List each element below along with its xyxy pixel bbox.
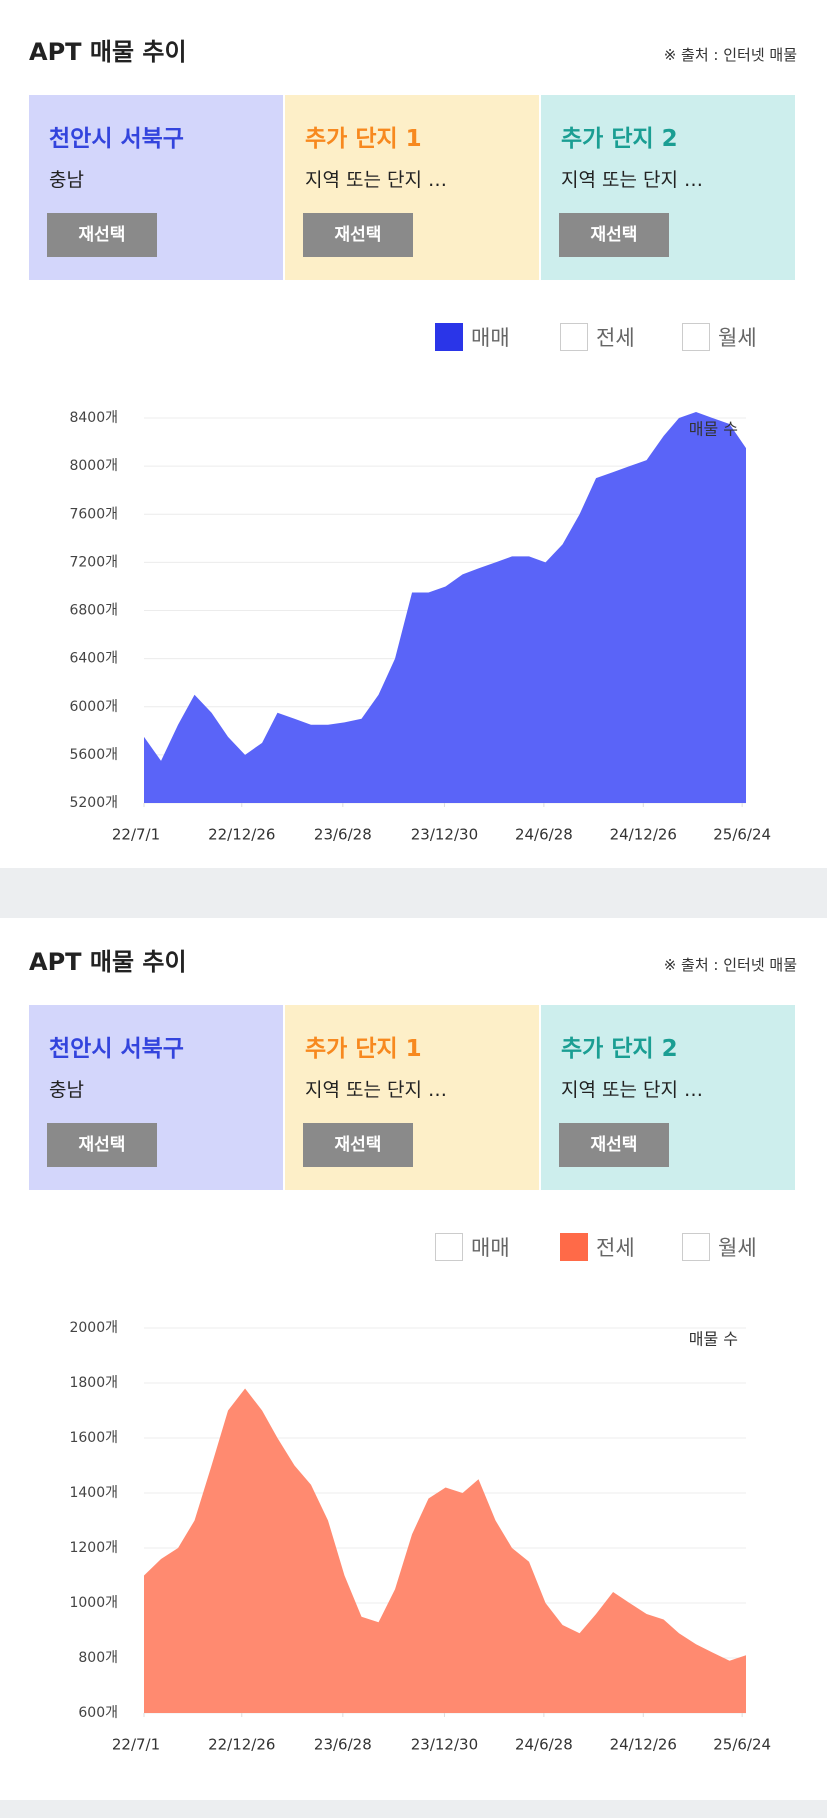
panel-subtitle: 지역 또는 단지 … — [561, 169, 703, 191]
y-tick-label: 1800개 — [69, 1375, 118, 1391]
x-tick-label: 24/12/26 — [610, 826, 677, 844]
x-tick-label: 22/12/26 — [208, 826, 275, 844]
area — [144, 1388, 746, 1713]
panel-title: 추가 단지 2 — [561, 1036, 678, 1062]
y-tick-label: 1000개 — [69, 1595, 118, 1611]
legend-label: 매매 — [471, 326, 510, 350]
y-tick-label: 6800개 — [69, 603, 118, 619]
source-note: ※ 출처 : 인터넷 매물 — [663, 46, 797, 64]
checkbox[interactable] — [682, 1233, 710, 1261]
y-tick-label: 1400개 — [69, 1485, 118, 1501]
y-tick-label: 6000개 — [69, 699, 118, 715]
y-tick-label: 1200개 — [69, 1540, 118, 1556]
section-title: APT 매물 추이 — [29, 38, 187, 66]
series-label: 매물 수 — [689, 1330, 738, 1349]
legend-option[interactable]: 전세 — [560, 322, 635, 352]
x-tick-label: 24/12/26 — [610, 1736, 677, 1754]
legend-option[interactable]: 매매 — [435, 322, 510, 352]
x-tick-label: 22/7/1 — [112, 826, 160, 844]
x-tick-label: 22/12/26 — [208, 1736, 275, 1754]
y-tick-label: 8400개 — [69, 410, 118, 426]
reselect-button[interactable]: 재선택 — [303, 213, 413, 257]
region-panel: 추가 단지 1 지역 또는 단지 … 재선택 — [285, 95, 539, 280]
y-tick-label: 5200개 — [69, 795, 118, 811]
legend-label: 전세 — [596, 1236, 635, 1260]
x-tick-label: 25/6/24 — [713, 826, 771, 844]
panel-subtitle: 충남 — [49, 1079, 84, 1101]
legend-label: 전세 — [596, 326, 635, 350]
legend-label: 월세 — [718, 326, 757, 350]
x-tick-label: 23/6/28 — [314, 1736, 372, 1754]
y-tick-label: 800개 — [78, 1650, 118, 1666]
x-tick-label: 24/6/28 — [515, 826, 573, 844]
y-tick-label: 7600개 — [69, 506, 118, 522]
panel-subtitle: 지역 또는 단지 … — [305, 169, 447, 191]
chart: 5200개 5600개 6000개 6400개 6800개 7200개 7600개 8000개… — [69, 410, 771, 844]
separator — [0, 868, 827, 918]
x-tick-label: 24/6/28 — [515, 1736, 573, 1754]
y-tick-label: 5600개 — [69, 747, 118, 763]
y-tick-label: 2000개 — [69, 1320, 118, 1336]
x-tick-label: 23/6/28 — [314, 826, 372, 844]
series-label: 매물 수 — [689, 420, 738, 439]
panel-title: 추가 단지 2 — [561, 126, 678, 152]
chart: 600개 800개 1000개 1200개 1400개 1600개 1800개 2000개 22… — [69, 1320, 771, 1754]
x-tick-label: 23/12/30 — [411, 826, 478, 844]
panel-title: 추가 단지 1 — [305, 126, 422, 152]
reselect-button[interactable]: 재선택 — [303, 1123, 413, 1167]
panel-title: 천안시 서북구 — [49, 126, 184, 152]
checkbox[interactable] — [560, 1233, 588, 1261]
region-panel: 추가 단지 2 지역 또는 단지 … 재선택 — [541, 1005, 795, 1190]
legend-option[interactable]: 월세 — [682, 1232, 757, 1262]
y-tick-label: 7200개 — [69, 554, 118, 570]
legend-label: 월세 — [718, 1236, 757, 1260]
legend-option[interactable]: 매매 — [435, 1232, 510, 1262]
checkbox[interactable] — [560, 323, 588, 351]
area — [144, 411, 746, 803]
reselect-button[interactable]: 재선택 — [559, 1123, 669, 1167]
legend-option[interactable]: 전세 — [560, 1232, 635, 1262]
y-tick-label: 6400개 — [69, 651, 118, 667]
reselect-button[interactable]: 재선택 — [47, 1123, 157, 1167]
section-title: APT 매물 추이 — [29, 948, 187, 976]
y-tick-label: 600개 — [78, 1705, 118, 1721]
legend-option[interactable]: 월세 — [682, 322, 757, 352]
panel-subtitle: 지역 또는 단지 … — [561, 1079, 703, 1101]
x-tick-label: 23/12/30 — [411, 1736, 478, 1754]
checkbox[interactable] — [435, 323, 463, 351]
region-panel: 추가 단지 2 지역 또는 단지 … 재선택 — [541, 95, 795, 280]
y-tick-label: 1600개 — [69, 1430, 118, 1446]
separator — [0, 1800, 827, 1818]
x-tick-label: 22/7/1 — [112, 1736, 160, 1754]
panel-title: 추가 단지 1 — [305, 1036, 422, 1062]
section: APT 매물 추이 ※ 출처 : 인터넷 매물 천안시 서북구 충남 재선택 추가 단지 … — [0, 910, 827, 1780]
section: APT 매물 추이 ※ 출처 : 인터넷 매물 천안시 서북구 충남 재선택 추가 단지 … — [0, 0, 827, 870]
y-tick-label: 8000개 — [69, 458, 118, 474]
x-tick-label: 25/6/24 — [713, 1736, 771, 1754]
region-panel: 추가 단지 1 지역 또는 단지 … 재선택 — [285, 1005, 539, 1190]
reselect-button[interactable]: 재선택 — [47, 213, 157, 257]
reselect-button[interactable]: 재선택 — [559, 213, 669, 257]
panel-subtitle: 충남 — [49, 169, 84, 191]
panel-title: 천안시 서북구 — [49, 1036, 184, 1062]
checkbox[interactable] — [435, 1233, 463, 1261]
panel-subtitle: 지역 또는 단지 … — [305, 1079, 447, 1101]
legend-label: 매매 — [471, 1236, 510, 1260]
checkbox[interactable] — [682, 323, 710, 351]
source-note: ※ 출처 : 인터넷 매물 — [663, 956, 797, 974]
